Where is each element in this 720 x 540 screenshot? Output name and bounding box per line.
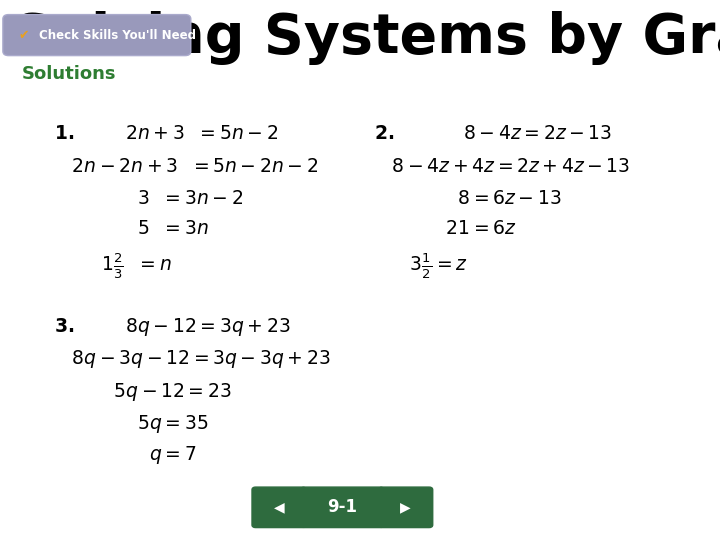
Text: $5q-12 = 23$: $5q-12 = 23$ [54,381,232,403]
Text: ◀: ◀ [274,501,284,514]
Text: ✔: ✔ [19,29,30,42]
FancyBboxPatch shape [301,487,384,528]
Text: $\mathbf{1.}$        $2n+3$  $= 5n-2$: $\mathbf{1.}$ $2n+3$ $= 5n-2$ [54,124,278,143]
Text: $1\frac{2}{3}$  $= n$: $1\frac{2}{3}$ $= n$ [54,251,172,281]
Text: Check Skills You'll Need: Check Skills You'll Need [39,29,196,42]
Text: Solutions: Solutions [22,65,116,83]
Text: 9-1: 9-1 [328,498,357,516]
FancyBboxPatch shape [379,487,433,528]
Text: ▶: ▶ [400,501,411,514]
Text: $\mathbf{3.}$        $8q-12 = 3q+23$: $\mathbf{3.}$ $8q-12 = 3q+23$ [54,316,290,338]
Text: $5$  $= 3n$: $5$ $= 3n$ [54,219,209,238]
Text: $\mathbf{2.}$           $8-4z = 2z-13$: $\mathbf{2.}$ $8-4z = 2z-13$ [374,124,613,143]
Text: $21 = 6z$: $21 = 6z$ [374,219,517,238]
Text: $q = 7$: $q = 7$ [54,444,197,466]
Text: $5q = 35$: $5q = 35$ [54,413,209,435]
Text: $8-4z+4z = 2z+4z-13$: $8-4z+4z = 2z+4z-13$ [374,157,631,176]
Text: $8q-3q-12 = 3q-3q+23$: $8q-3q-12 = 3q-3q+23$ [54,348,330,370]
Text: $2n-2n+3$  $= 5n-2n-2$: $2n-2n+3$ $= 5n-2n-2$ [54,157,318,176]
Text: $8 = 6z-13$: $8 = 6z-13$ [374,189,562,208]
FancyBboxPatch shape [3,15,191,56]
Text: $3\frac{1}{2} = z$: $3\frac{1}{2} = z$ [374,251,468,281]
Text: Solving Systems by Graphing: Solving Systems by Graphing [13,11,720,65]
FancyBboxPatch shape [252,487,306,528]
Text: $3$  $= 3n-2$: $3$ $= 3n-2$ [54,189,243,208]
